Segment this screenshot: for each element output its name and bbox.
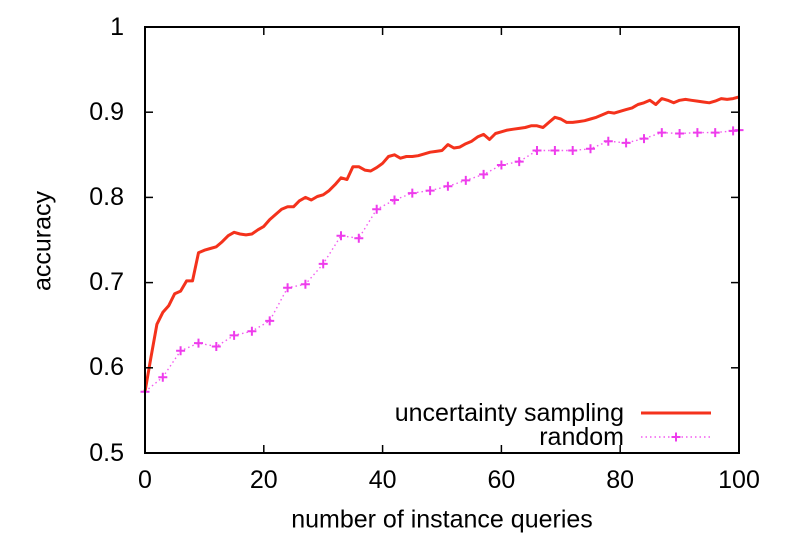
y-tick-label-1: 1 <box>110 12 124 41</box>
y-tick-label-0.9: 0.9 <box>89 97 124 126</box>
y-tick-label-0.6: 0.6 <box>89 353 124 382</box>
y-tick-label-0.5: 0.5 <box>89 438 124 467</box>
legend-dotted-line-sample <box>641 432 711 442</box>
series-line-random <box>144 129 740 393</box>
y-axis-title: accuracy <box>28 190 57 292</box>
legend-label-random: random <box>539 423 624 451</box>
x-axis-title: number of instance queries <box>291 505 593 534</box>
legend-item-random: random <box>395 423 712 451</box>
legend-item-uncertainty-sampling: uncertainty sampling <box>394 399 712 427</box>
x-tick-label-100: 100 <box>718 466 760 494</box>
x-tick-label-20: 20 <box>249 466 278 494</box>
plot-border <box>144 26 740 454</box>
x-tick-label-0: 0 <box>138 466 152 494</box>
x-tick-label-40: 40 <box>368 466 397 494</box>
legend-label-uncertainty-sampling: uncertainty sampling <box>394 399 624 427</box>
x-tick-label-80: 80 <box>606 466 635 494</box>
series-markers-random <box>140 125 744 397</box>
y-tick-label-0.8: 0.8 <box>89 182 124 211</box>
series-line-uncertainty-sampling <box>143 95 740 392</box>
y-tick-label-0.7: 0.7 <box>89 268 124 297</box>
legend: uncertainty sampling random <box>394 399 712 451</box>
legend-solid-line-sample <box>641 411 711 415</box>
x-tick-label-60: 60 <box>487 466 516 494</box>
